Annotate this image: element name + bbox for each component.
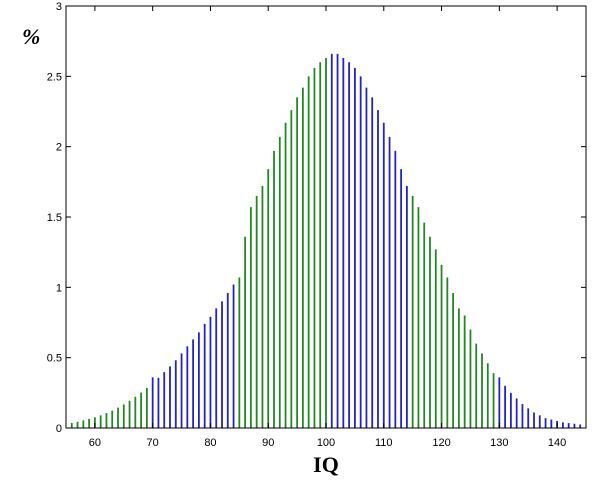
- y-tick-label: 0.5: [47, 353, 62, 365]
- y-axis: 0 0.5 1 1.5 2 2.5 3: [47, 1, 586, 435]
- y-tick-label: 1.5: [47, 212, 62, 224]
- x-tick-label: 100: [317, 437, 335, 449]
- y-tick-label: 2: [56, 142, 62, 154]
- x-axis-title: IQ: [313, 452, 339, 477]
- x-tick-label: 80: [204, 437, 216, 449]
- y-tick-label: 3: [56, 1, 62, 13]
- x-tick-label: 140: [548, 437, 566, 449]
- y-tick-label: 1: [56, 282, 62, 294]
- x-axis: 60 70 80 90 100 110 120 130 140: [89, 6, 566, 449]
- x-tick-label: 110: [375, 437, 393, 449]
- x-tick-label: 70: [147, 437, 159, 449]
- y-axis-title: %: [22, 24, 40, 49]
- bar-series: [70, 53, 582, 428]
- x-tick-label: 90: [262, 437, 274, 449]
- y-tick-label: 0: [56, 423, 62, 435]
- y-tick-label: 2.5: [47, 71, 62, 83]
- x-tick-label: 60: [89, 437, 101, 449]
- x-tick-label: 120: [432, 437, 450, 449]
- x-tick-label: 130: [490, 437, 508, 449]
